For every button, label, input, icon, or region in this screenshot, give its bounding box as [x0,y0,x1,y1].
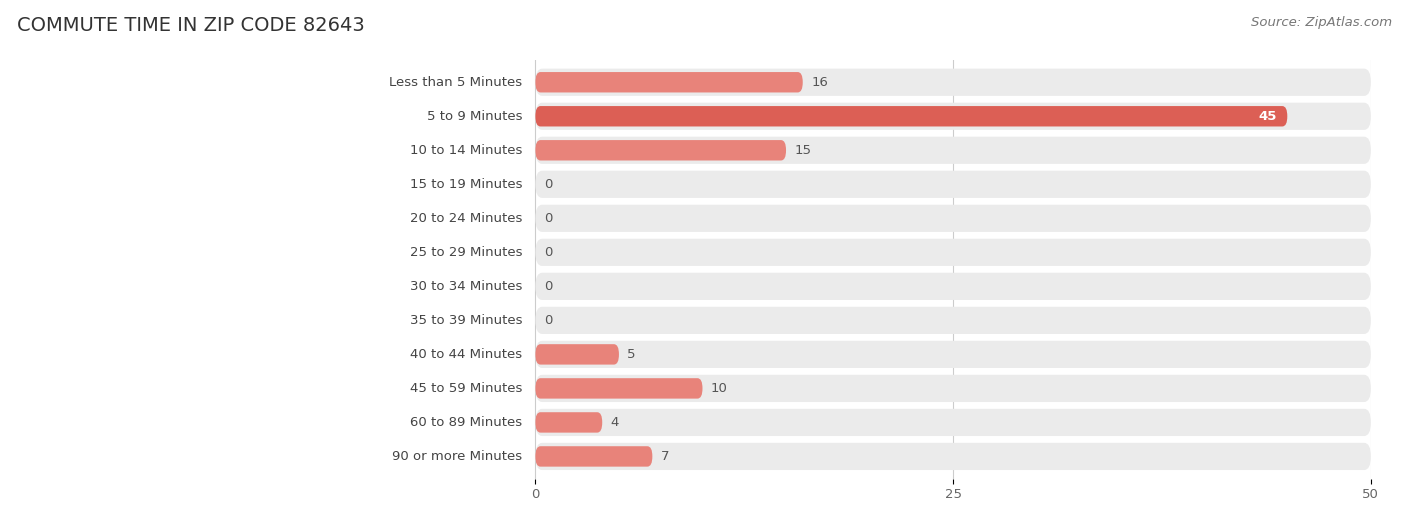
FancyBboxPatch shape [536,443,1371,470]
FancyBboxPatch shape [536,238,1371,266]
FancyBboxPatch shape [536,378,703,399]
FancyBboxPatch shape [536,375,1371,402]
Text: 0: 0 [544,212,553,225]
Text: 5 to 9 Minutes: 5 to 9 Minutes [426,110,522,123]
Text: 5: 5 [627,348,636,361]
FancyBboxPatch shape [536,204,1371,232]
Text: 45 to 59 Minutes: 45 to 59 Minutes [409,382,522,395]
Text: 0: 0 [544,280,553,293]
Text: 0: 0 [544,178,553,191]
FancyBboxPatch shape [536,106,1288,127]
Text: 4: 4 [610,416,619,429]
Text: 15: 15 [794,144,811,157]
FancyBboxPatch shape [536,341,1371,368]
FancyBboxPatch shape [536,344,619,365]
FancyBboxPatch shape [536,307,1371,334]
Text: 15 to 19 Minutes: 15 to 19 Minutes [409,178,522,191]
FancyBboxPatch shape [536,69,1371,96]
Text: 40 to 44 Minutes: 40 to 44 Minutes [411,348,522,361]
Text: 45: 45 [1258,110,1277,123]
Text: COMMUTE TIME IN ZIP CODE 82643: COMMUTE TIME IN ZIP CODE 82643 [17,16,364,35]
FancyBboxPatch shape [536,409,1371,436]
FancyBboxPatch shape [536,446,652,467]
Text: 90 or more Minutes: 90 or more Minutes [392,450,522,463]
Text: 7: 7 [661,450,669,463]
Text: Less than 5 Minutes: Less than 5 Minutes [389,76,522,89]
Text: 10 to 14 Minutes: 10 to 14 Minutes [409,144,522,157]
Text: 16: 16 [811,76,828,89]
FancyBboxPatch shape [536,273,1371,300]
Text: 30 to 34 Minutes: 30 to 34 Minutes [409,280,522,293]
FancyBboxPatch shape [536,412,602,433]
Text: 25 to 29 Minutes: 25 to 29 Minutes [409,246,522,259]
Text: 0: 0 [544,314,553,327]
FancyBboxPatch shape [536,72,803,93]
Text: 60 to 89 Minutes: 60 to 89 Minutes [411,416,522,429]
Text: 20 to 24 Minutes: 20 to 24 Minutes [409,212,522,225]
FancyBboxPatch shape [536,103,1371,130]
Text: 10: 10 [711,382,728,395]
Text: Source: ZipAtlas.com: Source: ZipAtlas.com [1251,16,1392,29]
FancyBboxPatch shape [536,170,1371,198]
FancyBboxPatch shape [536,137,1371,164]
Text: 35 to 39 Minutes: 35 to 39 Minutes [409,314,522,327]
FancyBboxPatch shape [536,140,786,161]
Text: 0: 0 [544,246,553,259]
